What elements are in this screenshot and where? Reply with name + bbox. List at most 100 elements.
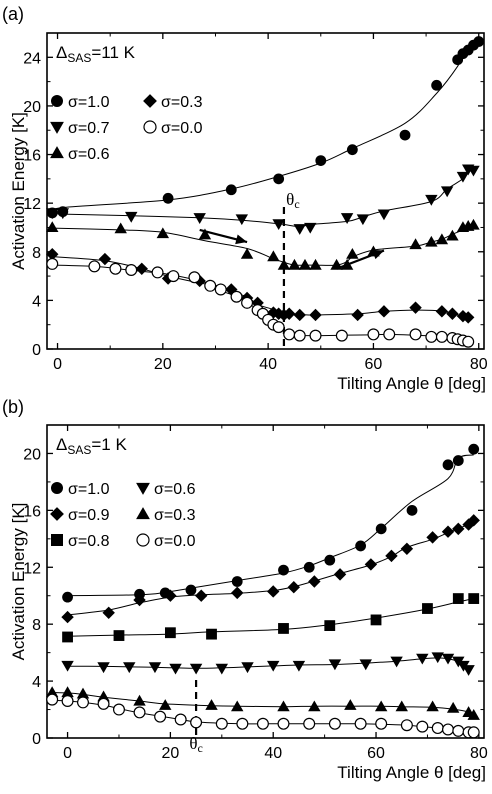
fit-curve xyxy=(67,598,474,637)
legend-label: σ=0.0 xyxy=(161,120,203,137)
data-point xyxy=(293,224,306,235)
data-point xyxy=(409,301,422,314)
y-tick-label: 20 xyxy=(23,446,41,463)
data-point xyxy=(377,305,391,318)
data-point xyxy=(185,584,197,596)
theta-symbol: θ xyxy=(189,734,197,753)
data-point xyxy=(374,700,388,712)
data-point xyxy=(425,194,438,206)
data-point xyxy=(125,264,138,277)
x-tick-label: 20 xyxy=(161,745,179,762)
data-point xyxy=(426,700,439,712)
data-point xyxy=(62,631,73,643)
data-point xyxy=(88,260,101,273)
data-point xyxy=(383,328,396,341)
data-point xyxy=(340,258,354,270)
data-point xyxy=(344,699,357,710)
data-point xyxy=(46,221,59,233)
data-point xyxy=(241,296,254,309)
data-point xyxy=(102,606,115,620)
data-point xyxy=(431,722,444,735)
fit-curve xyxy=(67,454,474,597)
data-point xyxy=(193,274,206,288)
data-point xyxy=(204,279,217,292)
data-point xyxy=(473,36,485,47)
data-point xyxy=(315,155,327,167)
data-point xyxy=(400,542,414,555)
theta-symbol: θ xyxy=(286,190,294,209)
data-point xyxy=(390,656,403,668)
y-tick-label: 16 xyxy=(23,503,41,520)
data-point xyxy=(292,660,306,672)
data-point xyxy=(442,459,454,471)
data-point xyxy=(308,700,321,712)
data-point xyxy=(467,218,480,230)
data-point xyxy=(283,328,296,341)
legend-marker xyxy=(50,507,64,521)
x-tick-label: 80 xyxy=(470,745,488,762)
data-point xyxy=(267,660,280,672)
y-tick-label: 24 xyxy=(23,50,41,67)
data-point xyxy=(123,662,136,674)
data-point xyxy=(324,554,336,566)
legend-label: σ=0.3 xyxy=(154,507,196,524)
legend-label: σ=0.6 xyxy=(154,481,196,498)
data-point xyxy=(167,270,180,283)
data-point xyxy=(452,593,464,604)
y-tick-label: 20 xyxy=(23,99,41,116)
y-tick-label: 16 xyxy=(23,148,41,165)
data-point xyxy=(400,719,413,732)
data-point xyxy=(133,694,146,706)
data-point xyxy=(304,222,317,234)
y-axis-label: Activation Energy [K] xyxy=(9,503,28,661)
data-point xyxy=(441,525,455,538)
data-point xyxy=(422,603,433,614)
data-point xyxy=(468,593,480,604)
data-point xyxy=(367,328,380,341)
arrow-head xyxy=(235,234,248,245)
data-point xyxy=(288,258,301,270)
data-point xyxy=(328,717,341,730)
legend-marker xyxy=(50,121,64,134)
legend-marker xyxy=(143,120,157,134)
data-point xyxy=(354,717,367,730)
data-point xyxy=(61,610,74,624)
data-point xyxy=(236,717,249,730)
data-point xyxy=(435,233,449,245)
data-point xyxy=(256,717,269,730)
delta-value: =1 K xyxy=(91,435,127,454)
data-point xyxy=(267,250,280,262)
data-point xyxy=(278,623,289,634)
data-point xyxy=(76,696,89,709)
legend-marker xyxy=(50,146,64,159)
data-point xyxy=(346,144,358,156)
data-point xyxy=(426,531,439,544)
data-point xyxy=(431,652,444,664)
fit-curve xyxy=(50,42,479,213)
data-point xyxy=(309,329,322,342)
data-point xyxy=(446,229,459,241)
data-point xyxy=(395,700,408,712)
data-point xyxy=(151,266,164,279)
delta-sas-annotation: ΔSAS=1 K xyxy=(56,435,127,457)
data-point xyxy=(462,665,475,676)
data-point xyxy=(272,219,285,231)
panel-a: (a) 0 20 40 60 80 0 4 8 12 16 20 24 Tilting Angle θ [… xyxy=(2,4,488,393)
data-point xyxy=(56,208,70,220)
data-point xyxy=(162,192,174,204)
data-point xyxy=(231,700,244,712)
data-point xyxy=(267,585,280,598)
data-point xyxy=(45,686,59,698)
plot-frame xyxy=(46,32,485,350)
data-point xyxy=(355,540,367,552)
data-point xyxy=(277,700,290,712)
delta-symbol: Δ xyxy=(56,43,67,62)
legend-label: σ=0.0 xyxy=(154,533,196,550)
data-point xyxy=(231,586,244,600)
data-point xyxy=(215,663,229,675)
data-point xyxy=(346,247,359,259)
data-point xyxy=(375,717,388,730)
data-point xyxy=(293,308,306,322)
data-point xyxy=(409,328,422,341)
